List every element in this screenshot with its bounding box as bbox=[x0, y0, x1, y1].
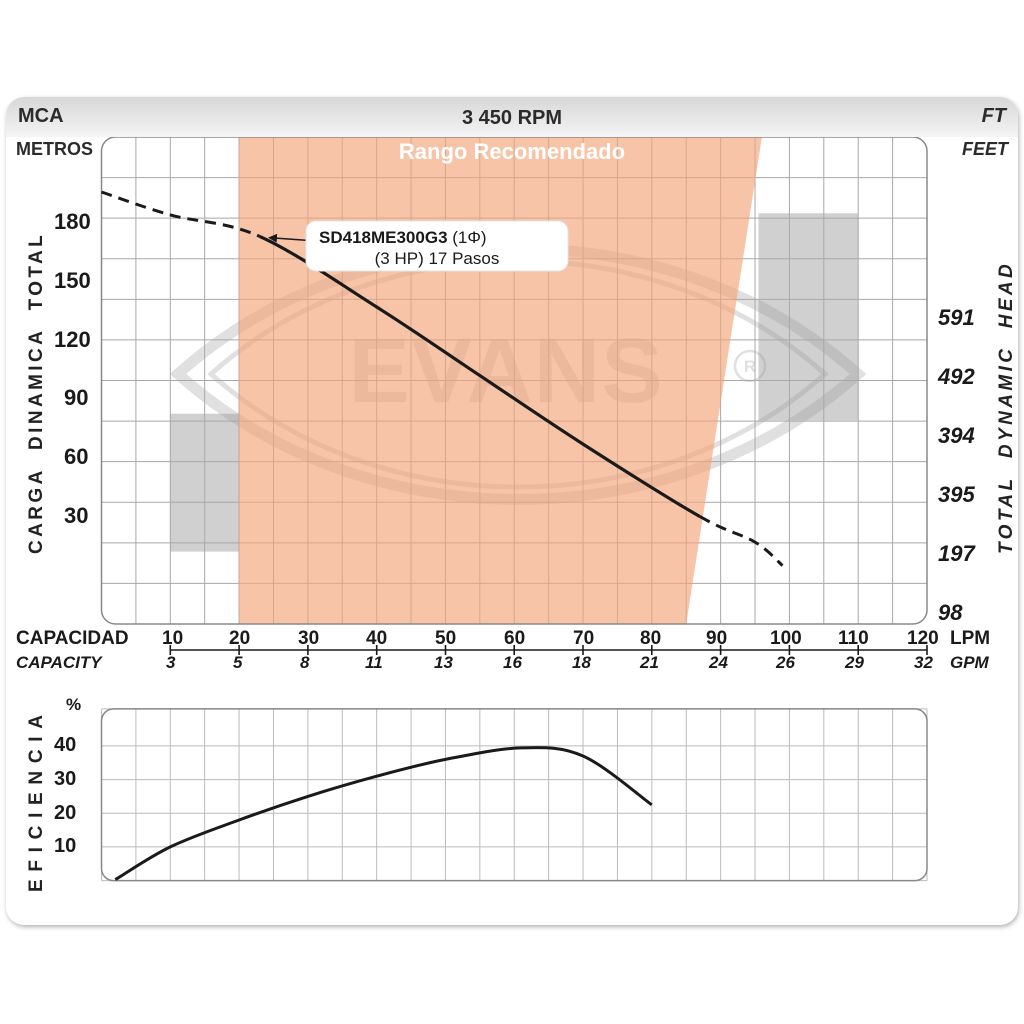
svg-text:(3 HP) 17 Pasos: (3 HP) 17 Pasos bbox=[375, 249, 500, 268]
svg-text:R: R bbox=[744, 357, 756, 376]
svg-text:SD418ME300G3 (1Φ): SD418ME300G3 (1Φ) bbox=[319, 228, 487, 247]
svg-text:Rango Recomendado: Rango Recomendado bbox=[399, 139, 625, 164]
